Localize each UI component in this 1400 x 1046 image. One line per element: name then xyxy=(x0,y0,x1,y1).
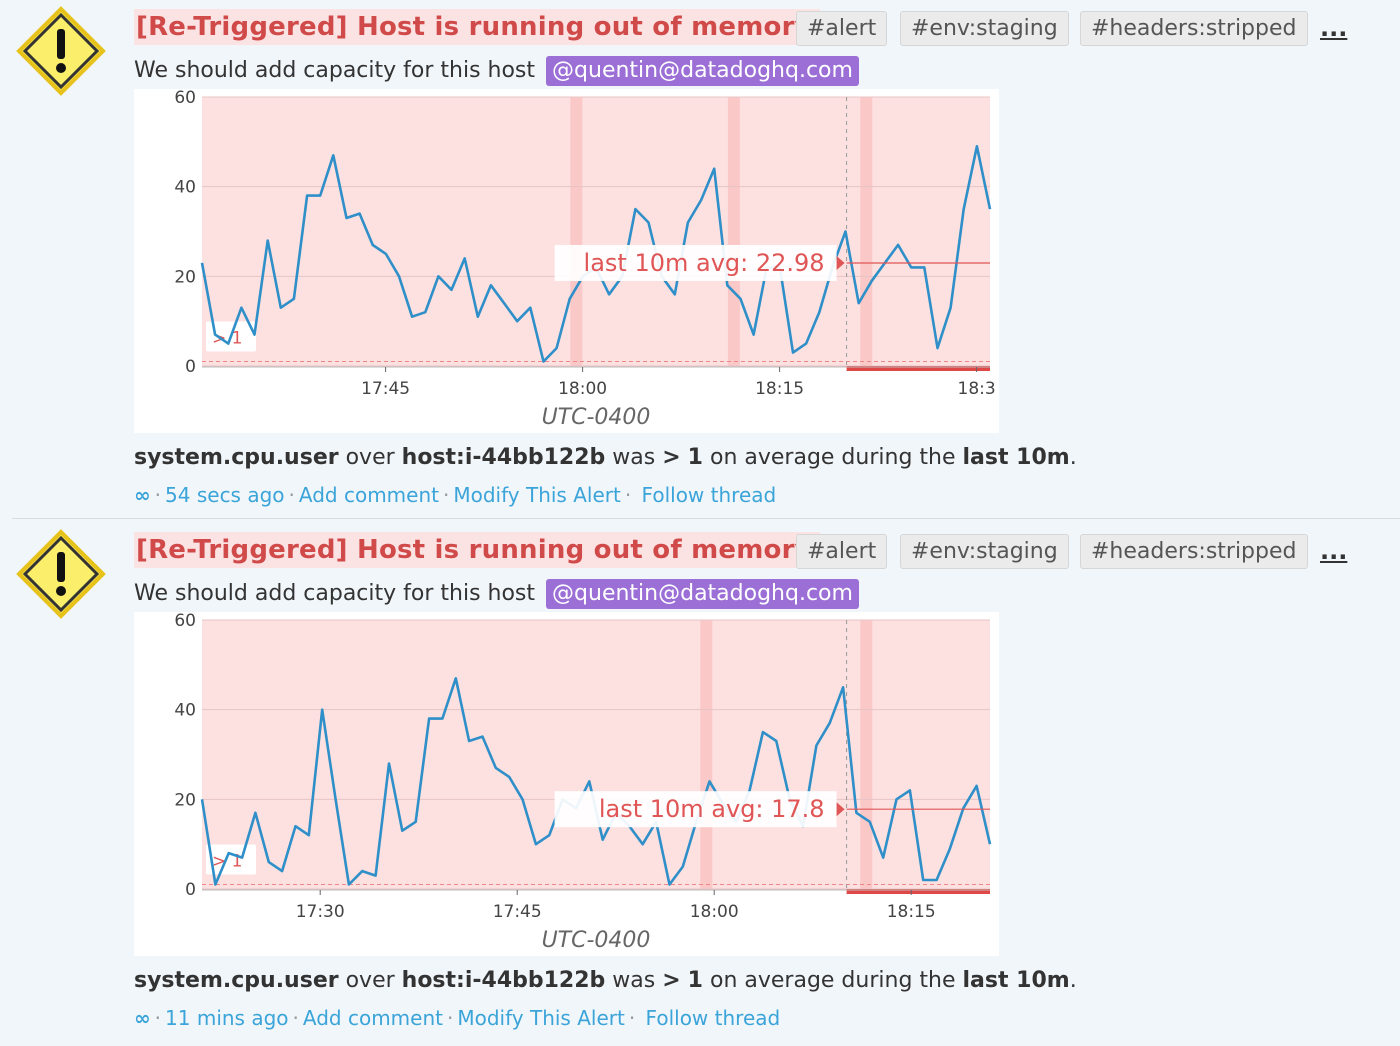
event-actions: ∞ · 54 secs ago · Add comment · Modify This Al… xyxy=(134,483,777,507)
x-axis-title: UTC-0400 xyxy=(542,405,651,430)
modify-alert-link[interactable]: Modify This Alert xyxy=(453,483,621,507)
tag-alert[interactable]: #alert xyxy=(796,534,888,569)
alert-window-bar xyxy=(846,889,990,894)
warning-icon xyxy=(16,6,106,96)
y-tick-label: 0 xyxy=(185,880,196,900)
summary-window: last 10m xyxy=(962,445,1070,470)
summary-on-average: on average during the xyxy=(709,445,956,470)
tag-headers-stripped[interactable]: #headers:stripped xyxy=(1080,11,1308,46)
message-text: We should add capacity for this host xyxy=(134,581,536,606)
summary-host: host:i-44bb122b xyxy=(401,445,606,470)
threshold-label: > 1 xyxy=(212,329,242,349)
x-axis-title: UTC-0400 xyxy=(542,928,651,953)
user-mention[interactable]: @quentin@datadoghq.com xyxy=(546,579,859,609)
alert-summary: system.cpu.user over host:i-44bb122b was… xyxy=(134,445,1077,470)
summary-metric: system.cpu.user xyxy=(134,445,339,470)
x-tick-label: 18:00 xyxy=(690,902,739,922)
alert-band xyxy=(727,97,740,366)
timestamp-link[interactable]: 11 mins ago xyxy=(165,1006,289,1030)
summary-op: > xyxy=(662,445,681,470)
event-divider xyxy=(12,518,1400,519)
event-message: We should add capacity for this host @qu… xyxy=(134,56,859,86)
y-tick-label: 0 xyxy=(185,357,196,377)
summary-threshold: 1 xyxy=(687,445,703,470)
tag-headers-stripped[interactable]: #headers:stripped xyxy=(1080,534,1308,569)
alert-summary: system.cpu.user over host:i-44bb122b was… xyxy=(134,968,1077,993)
x-tick-label: 18:15 xyxy=(755,379,804,399)
summary-host: host:i-44bb122b xyxy=(401,968,606,993)
avg-arrow-icon xyxy=(836,255,845,270)
metric-chart: 0 20 40 60 > 1 17:45 18:00 18:15 18:3 UTC-0400 las… xyxy=(134,89,999,433)
tag-alert[interactable]: #alert xyxy=(796,11,888,46)
add-comment-link[interactable]: Add comment xyxy=(302,1006,443,1030)
event-item: [Re-Triggered] Host is running out of me… xyxy=(16,6,1348,507)
y-tick-label: 40 xyxy=(174,701,196,721)
event-title[interactable]: [Re-Triggered] Host is running out of me… xyxy=(134,9,820,45)
chart-svg: 0 20 40 60 > 1 17:45 18:00 18:15 18:3 UTC-0400 las… xyxy=(174,89,996,430)
plot-background xyxy=(202,620,990,889)
metric-chart: 0 20 40 60 > 1 17:30 17:45 18:00 18:15 UTC-0400 la… xyxy=(134,612,999,956)
user-mention[interactable]: @quentin@datadoghq.com xyxy=(546,56,859,86)
avg-label: last 10m avg: 22.98 xyxy=(584,249,825,277)
y-tick-label: 20 xyxy=(174,267,196,287)
avg-arrow-icon xyxy=(836,802,845,817)
summary-was: was xyxy=(612,968,656,993)
x-tick-label: 18:3 xyxy=(958,379,996,399)
message-text: We should add capacity for this host xyxy=(134,58,536,83)
summary-over: over xyxy=(345,445,395,470)
summary-was: was xyxy=(612,445,656,470)
x-tick-label: 17:45 xyxy=(493,902,542,922)
summary-on-average: on average during the xyxy=(709,968,956,993)
follow-thread-link[interactable]: Follow thread xyxy=(641,483,777,507)
x-tick-label: 18:15 xyxy=(887,902,936,922)
alert-window-bar xyxy=(846,366,990,371)
y-tick-label: 40 xyxy=(174,178,196,198)
timestamp-link[interactable]: 54 secs ago xyxy=(165,483,285,507)
event-item: [Re-Triggered] Host is running out of me… xyxy=(0,523,1400,1046)
warning-icon xyxy=(16,529,106,619)
avg-label-bg xyxy=(554,244,837,281)
plot-background xyxy=(202,97,990,366)
more-options-button[interactable]: ... xyxy=(1320,14,1348,42)
summary-end: . xyxy=(1069,445,1077,470)
event-message: We should add capacity for this host @qu… xyxy=(134,579,859,609)
y-tick-label: 60 xyxy=(174,89,196,108)
alert-band xyxy=(860,620,873,889)
more-options-button[interactable]: ... xyxy=(1320,537,1348,565)
tag-env-staging[interactable]: #env:staging xyxy=(900,11,1069,46)
avg-label-bg xyxy=(554,791,837,828)
tag-env-staging[interactable]: #env:staging xyxy=(900,534,1069,569)
x-tick-label: 18:00 xyxy=(558,379,607,399)
event-actions: ∞ · 11 mins ago · Add comment · Modify This Al… xyxy=(134,1006,781,1030)
link-icon[interactable]: ∞ xyxy=(134,483,151,507)
x-tick-label: 17:45 xyxy=(361,379,410,399)
summary-metric: system.cpu.user xyxy=(134,968,339,993)
summary-window: last 10m xyxy=(962,968,1070,993)
event-title[interactable]: [Re-Triggered] Host is running out of me… xyxy=(134,532,820,568)
summary-op: > xyxy=(662,968,681,993)
follow-thread-link[interactable]: Follow thread xyxy=(645,1006,781,1030)
alert-band xyxy=(860,97,873,366)
y-tick-label: 60 xyxy=(174,612,196,631)
alert-band xyxy=(570,97,583,366)
x-tick-label: 17:30 xyxy=(296,902,345,922)
add-comment-link[interactable]: Add comment xyxy=(298,483,439,507)
avg-label: last 10m avg: 17.8 xyxy=(599,795,825,823)
alert-band xyxy=(700,620,713,889)
modify-alert-link[interactable]: Modify This Alert xyxy=(457,1006,625,1030)
y-tick-label: 20 xyxy=(174,790,196,810)
link-icon[interactable]: ∞ xyxy=(134,1006,151,1030)
summary-threshold: 1 xyxy=(687,968,703,993)
summary-end: . xyxy=(1069,968,1077,993)
summary-over: over xyxy=(345,968,395,993)
